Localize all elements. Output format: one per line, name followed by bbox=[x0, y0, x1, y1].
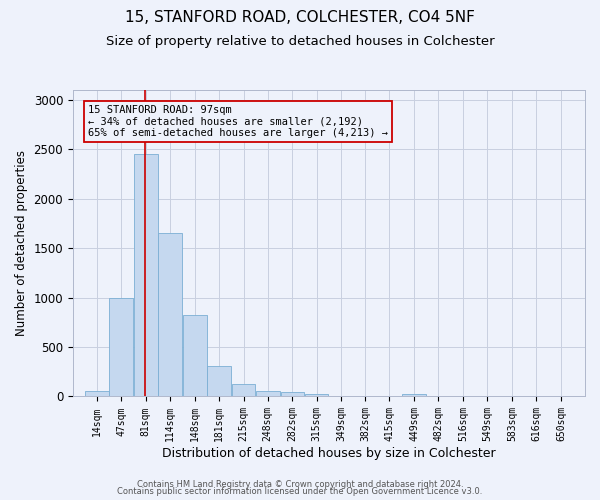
Bar bbox=[207, 366, 230, 396]
Text: Contains HM Land Registry data © Crown copyright and database right 2024.: Contains HM Land Registry data © Crown c… bbox=[137, 480, 463, 489]
Text: Size of property relative to detached houses in Colchester: Size of property relative to detached ho… bbox=[106, 35, 494, 48]
Text: 15, STANFORD ROAD, COLCHESTER, CO4 5NF: 15, STANFORD ROAD, COLCHESTER, CO4 5NF bbox=[125, 10, 475, 25]
Text: 15 STANFORD ROAD: 97sqm
← 34% of detached houses are smaller (2,192)
65% of semi: 15 STANFORD ROAD: 97sqm ← 34% of detache… bbox=[88, 105, 388, 138]
Bar bbox=[109, 298, 133, 396]
X-axis label: Distribution of detached houses by size in Colchester: Distribution of detached houses by size … bbox=[162, 447, 496, 460]
Bar bbox=[403, 394, 426, 396]
Bar bbox=[281, 392, 304, 396]
Bar bbox=[232, 384, 256, 396]
Bar bbox=[158, 234, 182, 396]
Bar bbox=[305, 394, 328, 396]
Text: Contains public sector information licensed under the Open Government Licence v3: Contains public sector information licen… bbox=[118, 487, 482, 496]
Bar bbox=[256, 391, 280, 396]
Bar bbox=[183, 316, 206, 396]
Bar bbox=[134, 154, 158, 396]
Bar bbox=[85, 390, 109, 396]
Y-axis label: Number of detached properties: Number of detached properties bbox=[15, 150, 28, 336]
